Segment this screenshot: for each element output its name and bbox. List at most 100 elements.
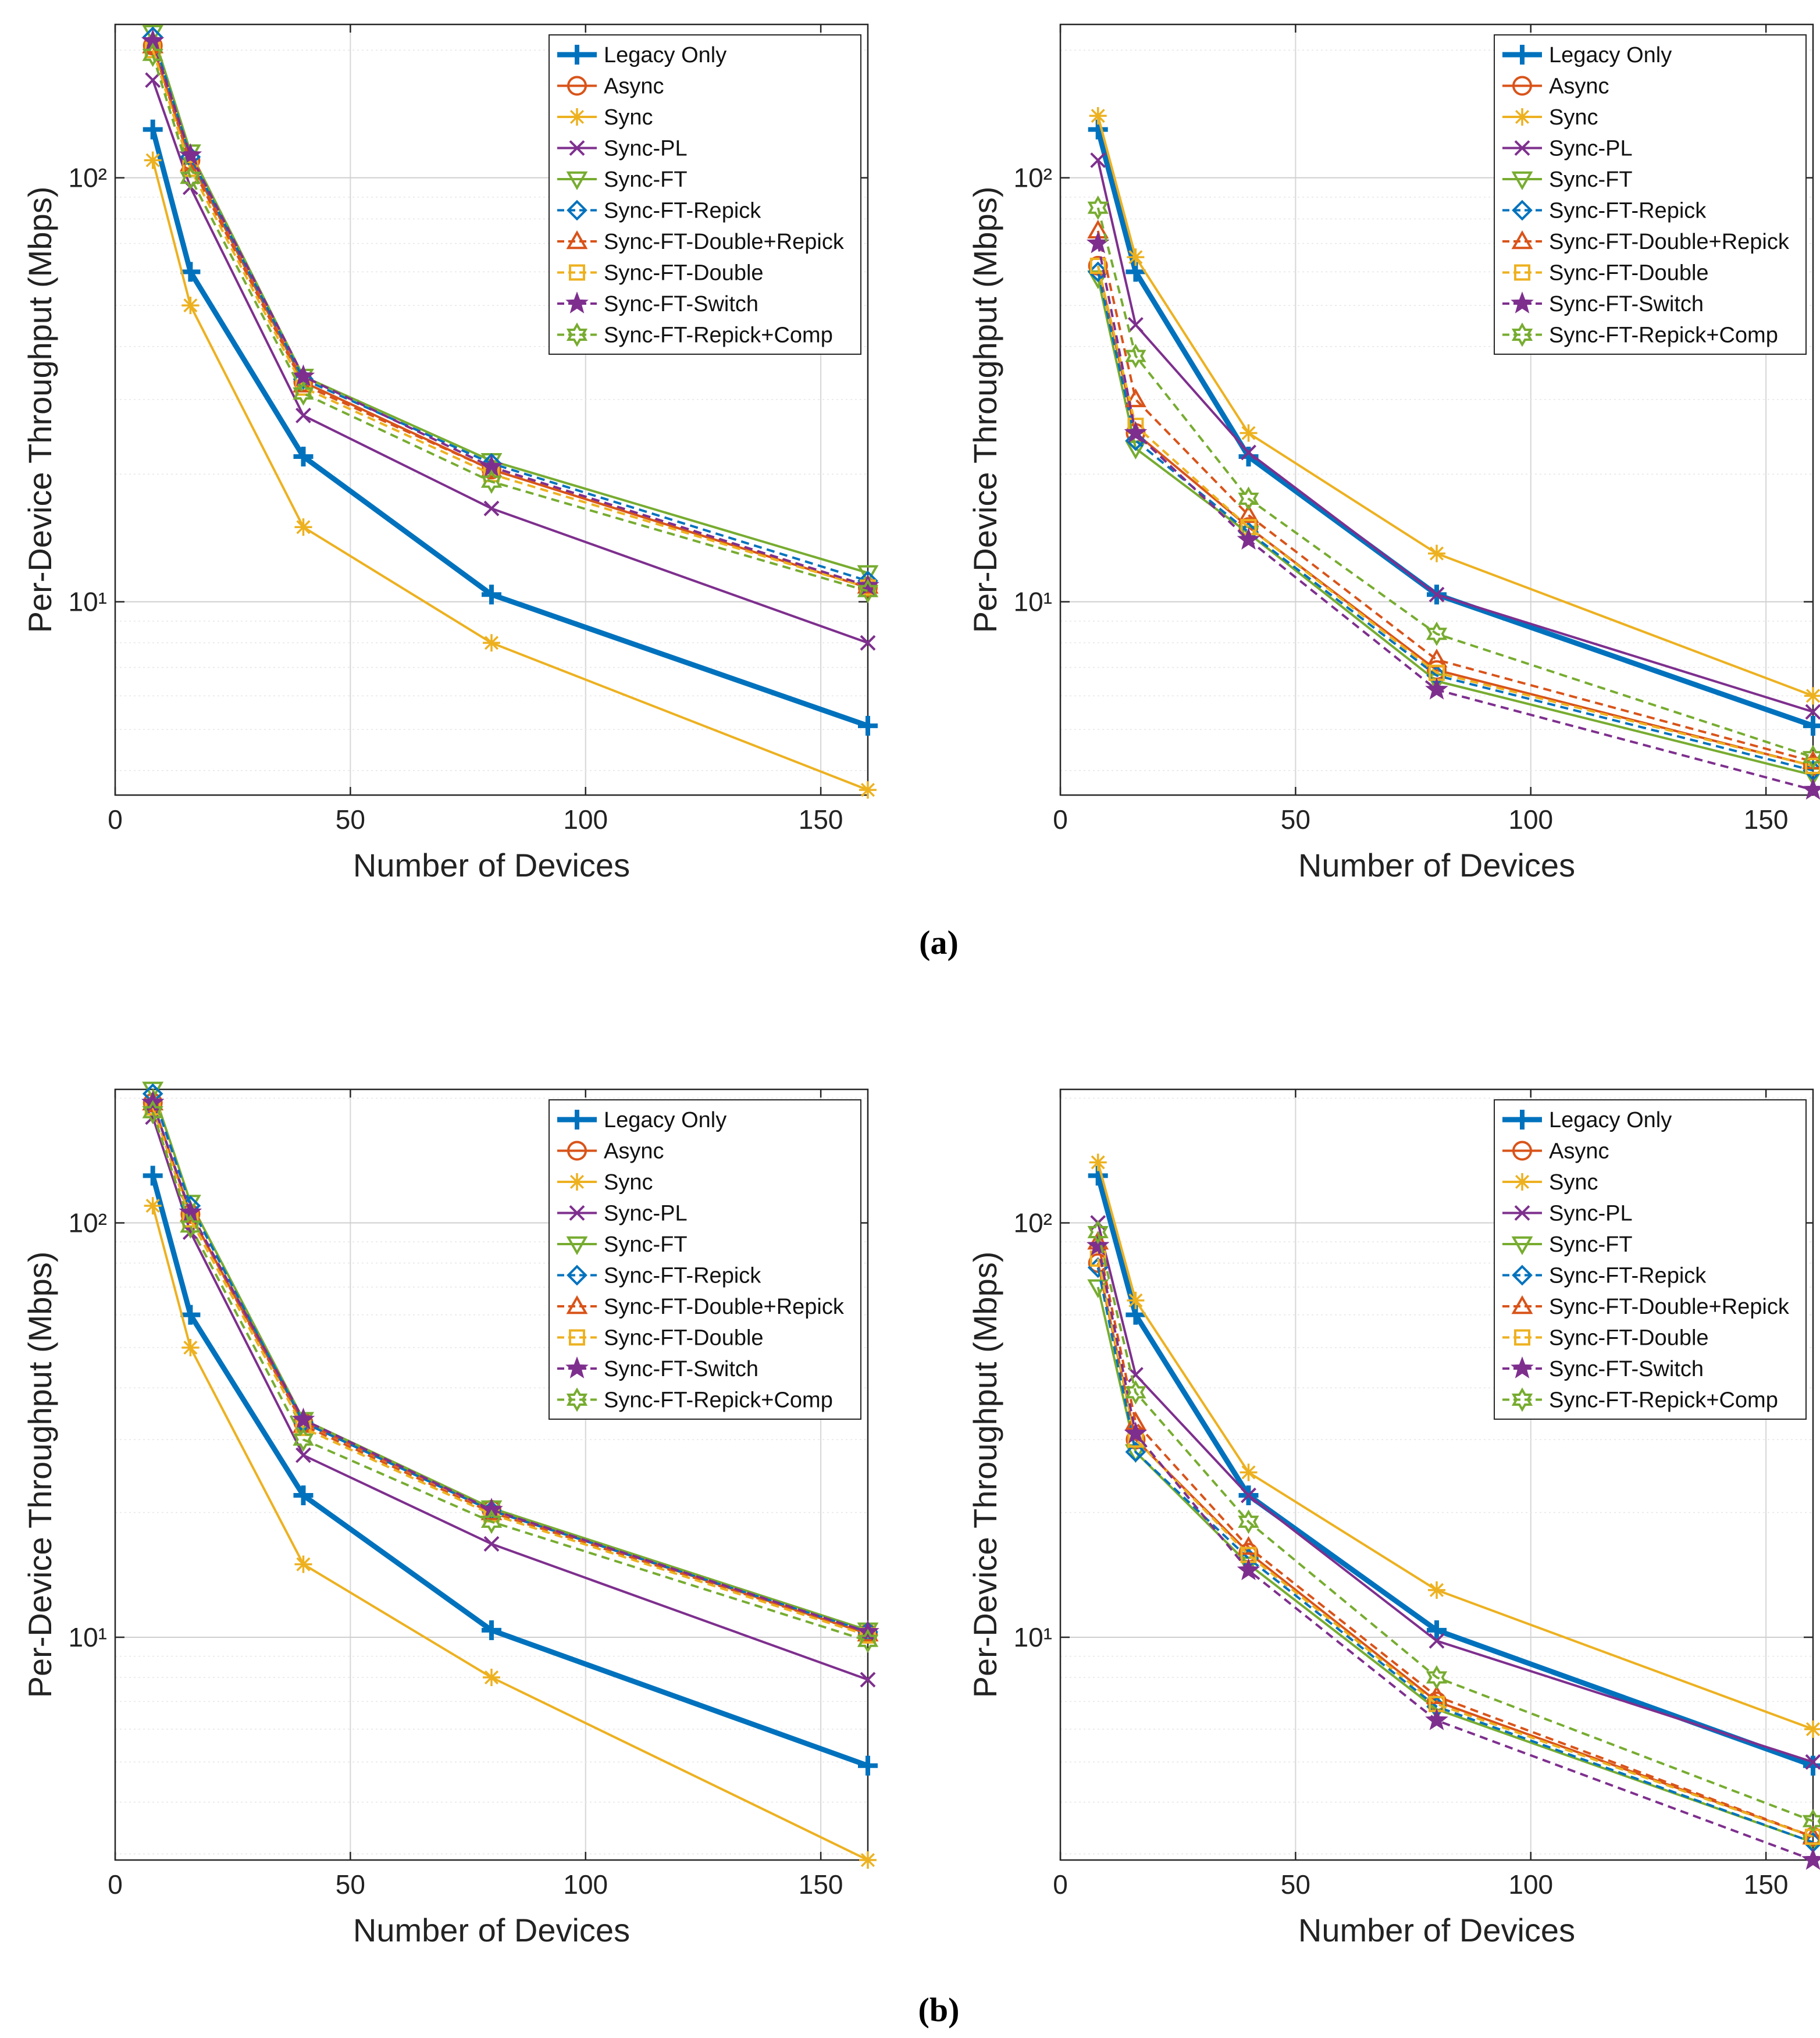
data-point-sync-pl (1429, 1633, 1445, 1649)
data-point-sync-ft-switch (291, 1408, 315, 1430)
data-point-legacy-only (293, 1485, 314, 1506)
legend-label: Sync-FT-Double (604, 261, 764, 286)
data-point-legacy-only (1803, 715, 1820, 736)
legend-item-sync-ft-switch: Sync-FT-Switch (1502, 291, 1704, 316)
x-axis-label: Number of Devices (353, 1912, 630, 1948)
data-point-sync-ft-repick-comp (857, 1629, 879, 1654)
legend-marker (568, 108, 586, 126)
data-point-sync-pl (295, 407, 311, 423)
legend-label: Sync-FT-Double+Repick (604, 1295, 845, 1319)
data-point-sync-ft-repick-comp (293, 1427, 314, 1452)
legend-label: Sync (1549, 105, 1598, 130)
legend-marker (569, 140, 585, 156)
legend-label: Sync-FT-Double+Repick (604, 230, 845, 254)
data-point-sync-ft-switch (1425, 1708, 1448, 1730)
legend-marker (567, 199, 587, 221)
legend-item-sync-ft-double-repick: Sync-FT-Double+Repick (557, 1295, 845, 1319)
series-sync-ft-switch (1086, 1234, 1820, 1870)
axes-box (1059, 1088, 1814, 1861)
legend-marker (1514, 1329, 1530, 1346)
series-sync (1089, 107, 1820, 705)
legend-item-sync: Sync (1502, 1170, 1598, 1195)
legend-item-sync-ft-double: Sync-FT-Double (1502, 1326, 1709, 1351)
data-point-sync (1089, 107, 1107, 125)
legend-item-sync-ft: Sync-FT (557, 168, 688, 192)
data-point-sync (1240, 424, 1258, 442)
legend-item-sync-ft-repick-comp: Sync-FT-Repick+Comp (557, 322, 833, 348)
series-sync-pl (145, 1109, 876, 1688)
legend-item-async: Async (557, 1139, 664, 1164)
data-point-legacy-only (1427, 1620, 1447, 1640)
data-point-sync-ft-repick-comp (1426, 621, 1448, 646)
legend-item-sync-pl: Sync-PL (557, 137, 688, 161)
x-tick-label: 150 (1744, 804, 1789, 835)
legend-marker (1511, 291, 1534, 313)
legend-label: Sync-PL (1549, 1202, 1633, 1226)
x-tick-label: 0 (108, 804, 123, 835)
y-axis-label: Per-Device Throughput (Mbps) (22, 187, 58, 633)
data-point-sync (144, 151, 162, 169)
legend-label: Legacy Only (604, 43, 726, 67)
data-point-sync (1127, 248, 1145, 266)
data-point-legacy-only (180, 262, 201, 282)
x-tick-label: 50 (336, 1869, 365, 1900)
legend-marker (1514, 140, 1530, 156)
legend-label: Async (1549, 74, 1609, 99)
legend-box (549, 1099, 861, 1420)
data-point-sync (294, 1555, 312, 1573)
legend-label: Sync-FT (1549, 168, 1633, 192)
data-point-sync-ft-repick-comp (1426, 1665, 1448, 1690)
data-point-sync-ft-double (1805, 757, 1820, 774)
legend-label: Async (604, 1139, 664, 1164)
legend: Legacy Only Async Sync Sync-PL Sync-FT Sync-F… (549, 34, 861, 355)
legend-item-sync-ft-switch: Sync-FT-Switch (557, 291, 758, 316)
legend-item-sync-ft-repick: Sync-FT-Repick (1502, 199, 1707, 223)
legend-item-sync-ft-double: Sync-FT-Double (1502, 261, 1709, 286)
x-axis-label: Number of Devices (1298, 1912, 1575, 1948)
legend-item-async: Async (1502, 1139, 1609, 1164)
legend-box (1494, 34, 1807, 355)
data-point-sync (1127, 1291, 1145, 1309)
data-point-legacy-only (293, 447, 314, 467)
data-point-sync-ft-repick-comp (1238, 1509, 1259, 1534)
legend-label: Sync-FT (604, 168, 688, 192)
legend-item-sync-ft-repick: Sync-FT-Repick (557, 199, 761, 223)
legend-item-sync-ft-repick: Sync-FT-Repick (557, 1264, 761, 1288)
legend-marker (568, 1173, 586, 1191)
data-point-legacy-only (858, 1755, 878, 1776)
legend-marker (566, 1236, 588, 1256)
legend-item-sync: Sync (557, 105, 653, 130)
series-line-sync-ft-double (1096, 1258, 1814, 1838)
legend-box (549, 34, 861, 355)
data-point-sync (859, 781, 877, 799)
legend-label: Sync-FT-Switch (604, 292, 758, 316)
caption-b: (b) (918, 1991, 960, 2029)
x-tick-label: 50 (1281, 804, 1310, 835)
data-point-sync-ft-repick-comp (1125, 343, 1146, 369)
legend: Legacy Only Async Sync Sync-PL Sync-FT Sync-F… (549, 1099, 861, 1420)
legend-marker (566, 230, 588, 250)
series-line-sync-ft-repick-comp (1096, 1231, 1814, 1822)
legend-label: Sync-FT-Double+Repick (1549, 230, 1790, 254)
y-axis-label: Per-Device Throughput (Mbps) (967, 1252, 1003, 1698)
legend-marker (566, 1295, 588, 1314)
legend-item-sync-ft-double: Sync-FT-Double (557, 261, 764, 286)
legend-label: Sync-PL (604, 1202, 688, 1226)
panel-b-right: 0 50 100 150 10¹ 10² Number of Devices Per-Devi… (967, 1088, 1820, 1948)
series-sync (144, 1197, 877, 1869)
legend-item-sync-ft-double-repick: Sync-FT-Double+Repick (1502, 1295, 1790, 1319)
data-point-sync-ft-repick-comp (142, 42, 163, 67)
legend: Legacy Only Async Sync Sync-PL Sync-FT Sync-F… (1494, 34, 1807, 355)
data-point-sync (1804, 687, 1820, 705)
series-line-sync-ft-double-repick (151, 1102, 868, 1635)
series-line-sync-ft-repick (1096, 1267, 1814, 1844)
series-legacy-only (143, 119, 878, 736)
legend-marker (567, 1141, 587, 1161)
legend-marker (1514, 264, 1530, 281)
legend-marker (567, 45, 587, 65)
data-point-sync (483, 1669, 500, 1687)
data-point-sync-ft-repick-comp (857, 579, 879, 604)
y-tick-label: 10¹ (69, 587, 107, 617)
series-sync-ft-repick-comp (1087, 1220, 1820, 1834)
x-axis-label: Number of Devices (353, 847, 630, 883)
